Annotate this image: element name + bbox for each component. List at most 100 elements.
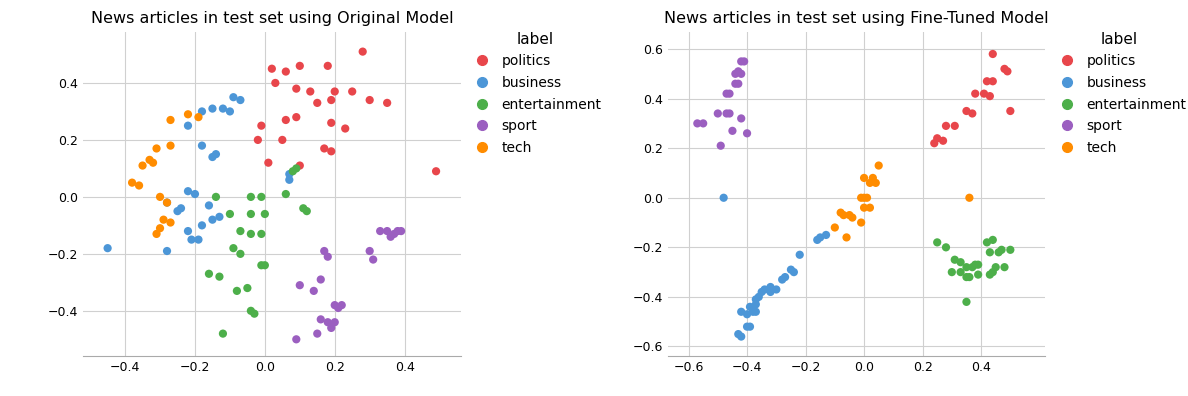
tech xyxy=(852,219,871,226)
entertainment xyxy=(227,288,246,294)
entertainment xyxy=(252,231,271,237)
tech xyxy=(158,200,177,206)
entertainment xyxy=(255,211,274,217)
sport xyxy=(304,288,323,294)
business xyxy=(178,122,197,129)
entertainment xyxy=(277,191,296,197)
entertainment xyxy=(962,264,981,270)
business xyxy=(203,154,222,160)
sport xyxy=(708,110,727,117)
tech xyxy=(151,225,170,231)
sport xyxy=(738,130,757,137)
tech xyxy=(122,179,141,186)
tech xyxy=(147,231,166,237)
tech xyxy=(960,194,979,201)
business xyxy=(750,294,769,300)
business xyxy=(168,208,187,214)
politics xyxy=(924,140,943,147)
sport xyxy=(728,80,747,87)
tech xyxy=(858,194,877,201)
tech xyxy=(147,145,166,152)
politics xyxy=(286,114,305,120)
sport xyxy=(315,248,334,254)
entertainment xyxy=(980,249,999,255)
politics xyxy=(936,123,955,129)
politics xyxy=(336,126,355,132)
politics xyxy=(984,78,1003,84)
business xyxy=(732,333,751,340)
entertainment xyxy=(230,228,249,234)
business xyxy=(738,324,757,330)
sport xyxy=(371,228,390,234)
business xyxy=(746,296,765,303)
sport xyxy=(734,58,753,65)
politics xyxy=(263,66,282,72)
tech xyxy=(162,219,181,226)
business xyxy=(99,245,118,251)
sport xyxy=(392,228,411,234)
politics xyxy=(322,120,341,126)
entertainment xyxy=(214,330,233,337)
tech xyxy=(154,217,173,223)
business xyxy=(714,194,733,201)
sport xyxy=(723,128,742,134)
politics xyxy=(286,86,305,92)
business xyxy=(738,311,757,318)
politics xyxy=(928,135,947,141)
business xyxy=(203,217,222,223)
sport xyxy=(322,325,341,331)
sport xyxy=(381,234,400,240)
Title: News articles in test set using Original Model: News articles in test set using Original… xyxy=(90,11,453,27)
entertainment xyxy=(936,244,955,251)
entertainment xyxy=(960,274,979,280)
entertainment xyxy=(238,285,257,291)
sport xyxy=(360,248,379,254)
tech xyxy=(834,212,853,218)
entertainment xyxy=(241,211,260,217)
business xyxy=(782,267,801,273)
business xyxy=(810,234,829,241)
business xyxy=(185,191,204,197)
business xyxy=(746,308,765,315)
tech xyxy=(852,194,871,201)
politics xyxy=(934,137,953,144)
business xyxy=(746,301,765,308)
tech xyxy=(189,114,208,120)
sport xyxy=(378,228,397,234)
tech xyxy=(129,182,148,188)
tech xyxy=(840,212,859,218)
politics xyxy=(290,162,309,169)
entertainment xyxy=(207,194,226,200)
sport xyxy=(732,115,751,122)
business xyxy=(762,289,781,295)
tech xyxy=(854,175,873,181)
business xyxy=(762,284,781,290)
business xyxy=(744,308,763,315)
politics xyxy=(1000,108,1019,114)
tech xyxy=(162,117,181,123)
sport xyxy=(718,90,737,97)
business xyxy=(808,237,827,243)
sport xyxy=(718,110,737,117)
business xyxy=(192,222,211,228)
tech xyxy=(178,111,197,118)
politics xyxy=(353,48,372,55)
entertainment xyxy=(966,261,985,268)
politics xyxy=(980,93,999,99)
politics xyxy=(301,88,320,95)
tech xyxy=(864,175,883,181)
sport xyxy=(308,330,327,337)
entertainment xyxy=(958,274,977,280)
sport xyxy=(290,282,309,288)
tech xyxy=(832,209,851,216)
sport xyxy=(688,120,707,127)
business xyxy=(210,214,229,220)
business xyxy=(158,200,177,206)
politics xyxy=(946,123,965,129)
sport xyxy=(720,110,739,117)
politics xyxy=(360,97,379,103)
tech xyxy=(151,194,170,200)
politics xyxy=(978,78,997,84)
tech xyxy=(838,234,857,241)
business xyxy=(178,228,197,234)
